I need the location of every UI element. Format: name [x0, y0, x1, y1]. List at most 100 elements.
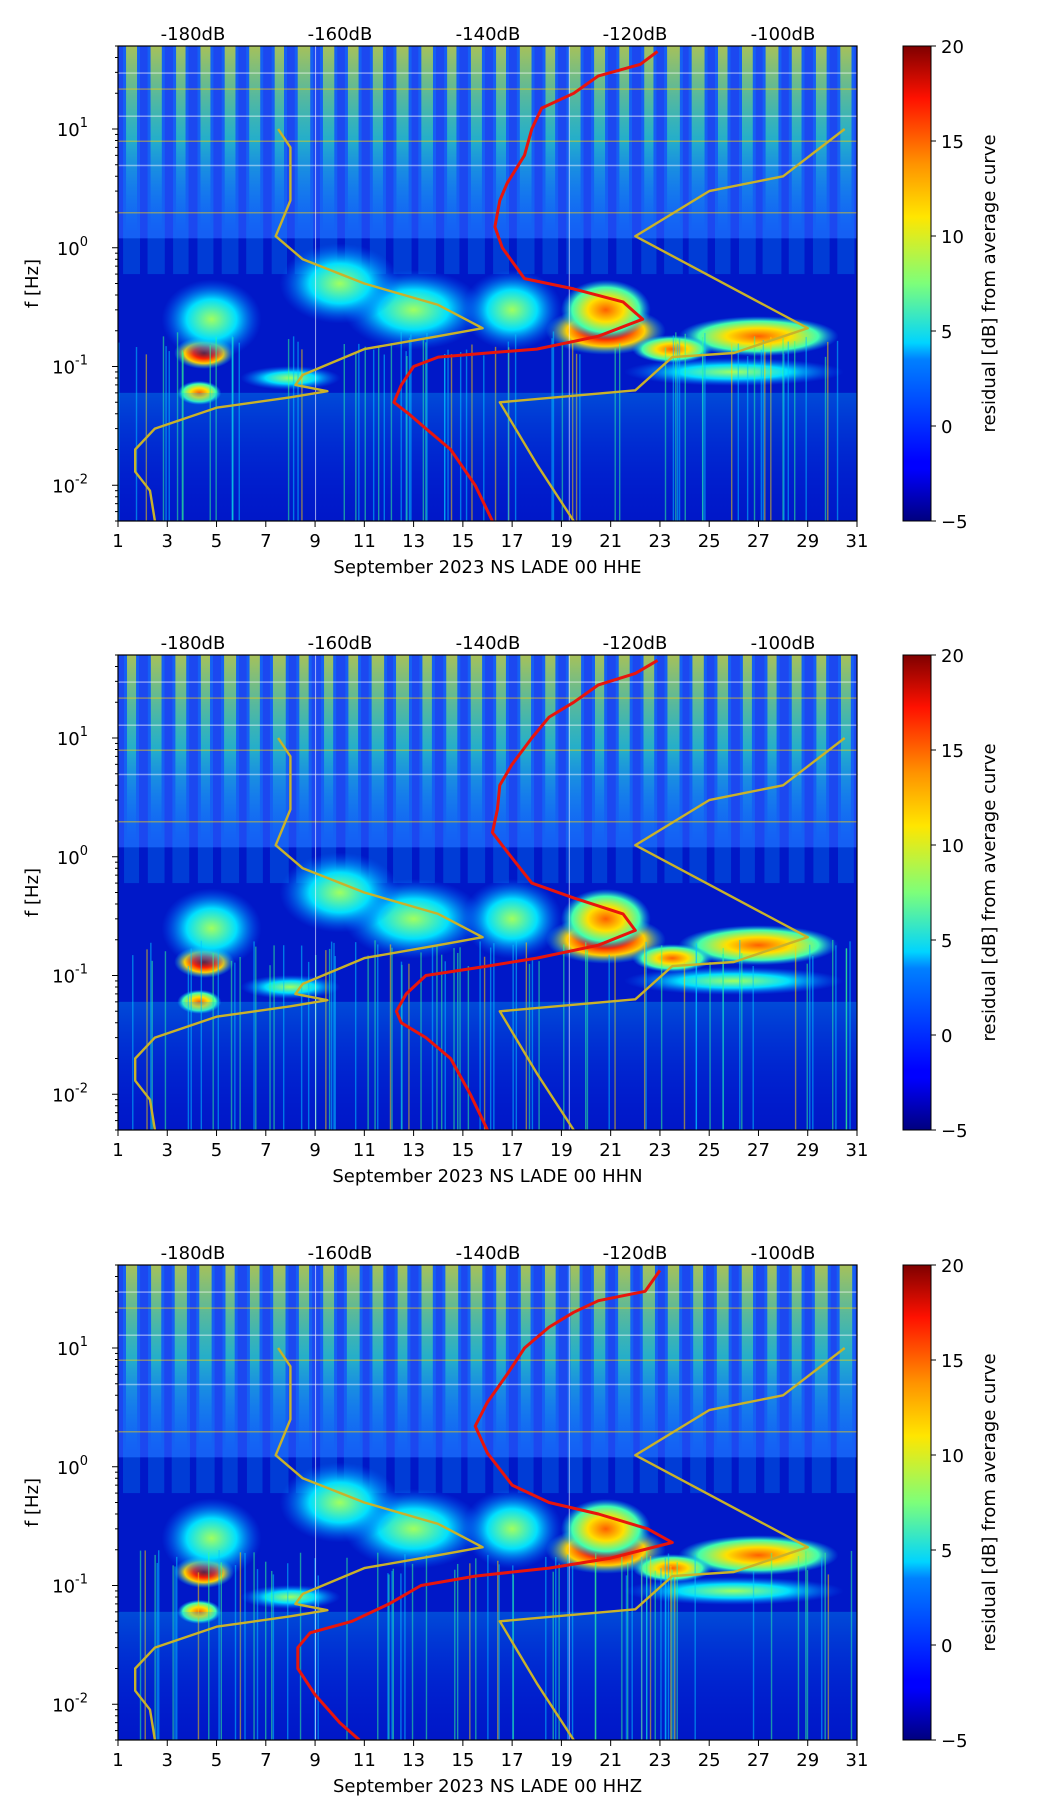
top-scale-label: -180dB — [161, 24, 226, 45]
x-tick-label: 31 — [846, 531, 869, 552]
spectrogram-image — [118, 1265, 857, 1740]
y-tick-label: 100 — [57, 235, 88, 260]
x-tick-label: 25 — [698, 1750, 721, 1771]
y-tick-label: 100 — [57, 844, 88, 869]
x-tick-label: 25 — [698, 531, 721, 552]
colorbar-tick-label: 0 — [941, 417, 952, 438]
colorbar-tick-label: 20 — [941, 37, 964, 58]
colorbar — [902, 654, 932, 1131]
x-tick-label: 29 — [796, 1140, 819, 1161]
x-tick-label: 15 — [451, 1750, 474, 1771]
top-scale-label: -140dB — [456, 24, 521, 45]
top-scale-label: -160dB — [308, 24, 373, 45]
colorbar-tick-label: 5 — [941, 931, 952, 952]
x-tick-label: 9 — [309, 1750, 320, 1771]
top-scale-label: -180dB — [161, 1243, 226, 1264]
colorbar-tick-label: 15 — [941, 1351, 964, 1372]
top-scale-label: -120dB — [603, 633, 668, 654]
x-tick-label: 29 — [796, 531, 819, 552]
y-tick-label: 10-2 — [52, 472, 88, 497]
x-tick-label: 31 — [846, 1140, 869, 1161]
top-scale-label: -160dB — [308, 633, 373, 654]
x-tick-label: 5 — [211, 531, 222, 552]
colorbar-tick-label: 0 — [941, 1026, 952, 1047]
x-tick-label: 11 — [353, 531, 376, 552]
x-tick-label: 27 — [747, 531, 770, 552]
colorbar-label: residual [dB] from average curve — [979, 1353, 1000, 1651]
x-tick-label: 19 — [550, 531, 573, 552]
psd-curve — [392, 50, 659, 521]
x-tick-label: 3 — [162, 531, 173, 552]
colorbar-tick-label: 5 — [941, 322, 952, 343]
y-tick-label: 101 — [57, 116, 88, 141]
top-scale-label: -120dB — [603, 24, 668, 45]
x-tick-label: 19 — [550, 1140, 573, 1161]
x-tick-label: 5 — [211, 1750, 222, 1771]
colorbar-tick-label: −5 — [941, 512, 968, 533]
colorbar — [902, 1264, 932, 1741]
x-tick-label: 3 — [162, 1750, 173, 1771]
colorbar-tick-label: 20 — [941, 1256, 964, 1277]
x-tick-label: 15 — [451, 1140, 474, 1161]
x-tick-label: 1 — [112, 531, 123, 552]
spectrogram-panel-3: 1 3 5 7 9 11 13 15 17 19 21 23 25 27 29 3110-210-110010… — [22, 1243, 1000, 1797]
colorbar-label: residual [dB] from average curve — [979, 134, 1000, 432]
top-scale-label: -160dB — [308, 1243, 373, 1264]
x-tick-label: 23 — [648, 1140, 671, 1161]
x-tick-label: 21 — [599, 1750, 622, 1771]
y-tick-label: 10-2 — [52, 1081, 88, 1106]
spectrogram-panel-1: 1 3 5 7 9 11 13 15 17 19 21 23 25 27 29 3110-210-110010… — [22, 24, 1000, 578]
x-tick-label: 15 — [451, 531, 474, 552]
noise-model-curve — [133, 1347, 484, 1740]
x-tick-label: 1 — [112, 1750, 123, 1771]
noise-model-curve — [498, 1347, 846, 1740]
x-tick-label: 7 — [260, 531, 271, 552]
spectrogram-image — [118, 46, 857, 521]
top-scale-label: -140dB — [456, 1243, 521, 1264]
x-tick-label: 25 — [698, 1140, 721, 1161]
x-tick-label: 13 — [402, 1750, 425, 1771]
noise-model-curve — [498, 128, 846, 521]
x-tick-label: 23 — [648, 531, 671, 552]
spectrogram-image — [118, 655, 857, 1130]
x-tick-label: 13 — [402, 531, 425, 552]
y-tick-label: 101 — [57, 1335, 88, 1360]
x-tick-label: 17 — [501, 531, 524, 552]
y-tick-label: 10-1 — [52, 1573, 88, 1598]
x-tick-label: 1 — [112, 1140, 123, 1161]
colorbar-tick-label: −5 — [941, 1121, 968, 1142]
x-tick-label: 3 — [162, 1140, 173, 1161]
x-tick-label: 31 — [846, 1750, 869, 1771]
noise-model-curve — [498, 737, 846, 1130]
noise-model-curve — [133, 128, 484, 521]
top-scale-label: -100dB — [751, 24, 816, 45]
y-tick-label: 101 — [57, 725, 88, 750]
colorbar-tick-label: 10 — [941, 836, 964, 857]
x-tick-label: 27 — [747, 1750, 770, 1771]
top-scale-label: -100dB — [751, 633, 816, 654]
x-tick-label: 5 — [211, 1140, 222, 1161]
x-tick-label: 7 — [260, 1750, 271, 1771]
x-axis-label: September 2023 NS LADE 00 HHN — [332, 1166, 642, 1187]
x-tick-label: 9 — [309, 1140, 320, 1161]
y-tick-label: 100 — [57, 1454, 88, 1479]
colorbar-tick-label: 0 — [941, 1636, 952, 1657]
x-tick-label: 21 — [599, 1140, 622, 1161]
x-axis-label: September 2023 NS LADE 00 HHZ — [333, 1776, 642, 1797]
colorbar-tick-label: 20 — [941, 646, 964, 667]
y-tick-label: 10-2 — [52, 1691, 88, 1716]
x-tick-label: 17 — [501, 1750, 524, 1771]
psd-curve — [296, 1269, 674, 1740]
x-tick-label: 21 — [599, 531, 622, 552]
x-tick-label: 11 — [353, 1140, 376, 1161]
x-tick-label: 11 — [353, 1750, 376, 1771]
y-tick-label: 10-1 — [52, 354, 88, 379]
colorbar-tick-label: −5 — [941, 1731, 968, 1752]
x-tick-label: 19 — [550, 1750, 573, 1771]
colorbar-tick-label: 10 — [941, 1446, 964, 1467]
x-axis-label: September 2023 NS LADE 00 HHE — [333, 557, 641, 578]
colorbar-tick-label: 10 — [941, 227, 964, 248]
x-tick-label: 17 — [501, 1140, 524, 1161]
top-scale-label: -120dB — [603, 1243, 668, 1264]
